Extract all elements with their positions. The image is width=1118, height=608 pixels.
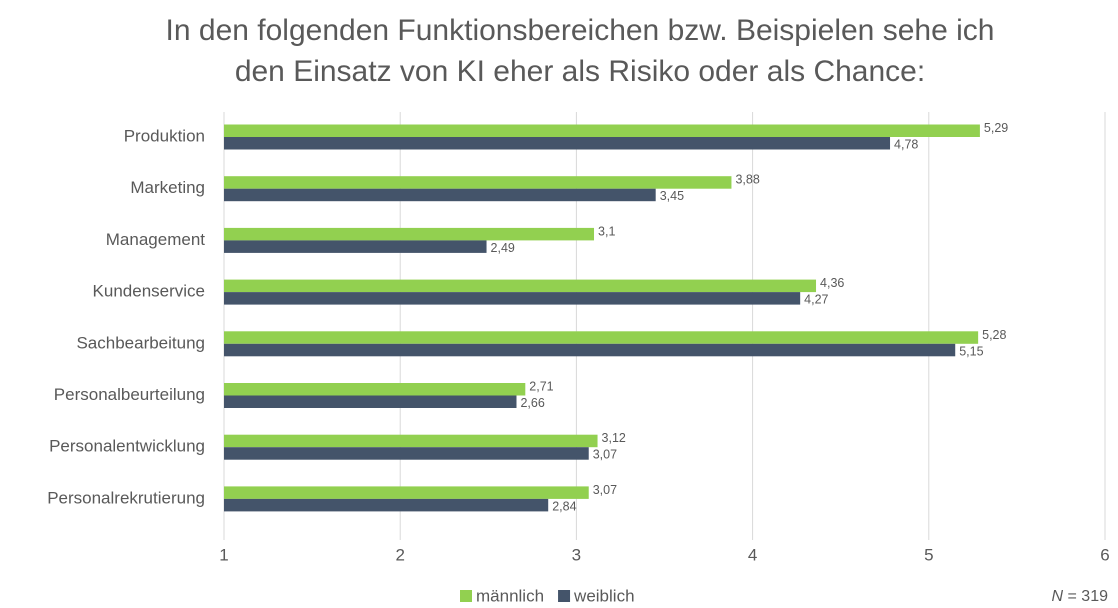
bar — [224, 383, 526, 396]
bar — [224, 188, 656, 202]
data-label: 5,29 — [984, 121, 1008, 135]
data-label: 5,28 — [982, 328, 1006, 342]
bar — [224, 176, 732, 189]
x-tick-label: 4 — [748, 545, 757, 564]
x-tick-label: 6 — [1100, 545, 1109, 564]
bar — [224, 292, 801, 305]
category-label: Personalentwicklung — [49, 437, 205, 456]
category-label: Produktion — [124, 126, 205, 145]
bar — [224, 343, 956, 357]
category-label: Personalbeurteilung — [54, 385, 205, 404]
bar — [224, 447, 589, 460]
legend-label: männlich — [476, 586, 544, 605]
data-label: 4,27 — [804, 293, 828, 307]
bar — [224, 240, 487, 253]
category-label: Management — [106, 230, 206, 249]
legend-label: weiblich — [573, 586, 634, 605]
category-label: Sachbearbeitung — [76, 333, 205, 352]
x-tick-label: 5 — [924, 545, 933, 564]
bar — [224, 227, 595, 241]
bar — [224, 124, 980, 137]
data-label: 4,78 — [894, 138, 918, 152]
x-tick-label: 3 — [572, 545, 581, 564]
data-label: 3,45 — [660, 189, 684, 203]
bar — [224, 486, 589, 499]
legend-swatch — [460, 590, 472, 602]
legend-swatch — [558, 590, 571, 602]
data-label: 4,36 — [820, 276, 844, 290]
data-label: 3,88 — [735, 173, 759, 187]
note-text: = 319 — [1068, 588, 1109, 605]
data-label: 5,15 — [959, 344, 983, 358]
data-label: 2,71 — [529, 380, 553, 394]
data-label: 3,07 — [593, 448, 617, 462]
data-label: 3,07 — [593, 483, 617, 497]
sample-size-note: N = 319 — [1052, 588, 1109, 605]
data-label: 2,84 — [552, 499, 576, 513]
x-tick-label: 2 — [395, 545, 404, 564]
category-label: Personalrekrutierung — [47, 488, 205, 507]
chart-title-line: In den folgenden Funktionsbereichen bzw.… — [166, 14, 995, 47]
bar — [224, 434, 598, 448]
data-label: 3,12 — [602, 431, 626, 445]
chart-title-line: den Einsatz von KI eher als Risiko oder … — [235, 55, 925, 88]
data-label: 2,66 — [520, 396, 544, 410]
bar — [224, 331, 979, 344]
data-label: 3,1 — [598, 224, 615, 238]
bar — [224, 137, 891, 150]
category-label: Kundenservice — [93, 282, 205, 301]
x-tick-label: 1 — [219, 545, 228, 564]
bar — [224, 395, 517, 408]
category-label: Marketing — [130, 178, 205, 197]
bar — [224, 498, 549, 512]
note-symbol: N — [1052, 588, 1064, 605]
data-label: 2,49 — [491, 241, 515, 255]
bar — [224, 279, 817, 293]
